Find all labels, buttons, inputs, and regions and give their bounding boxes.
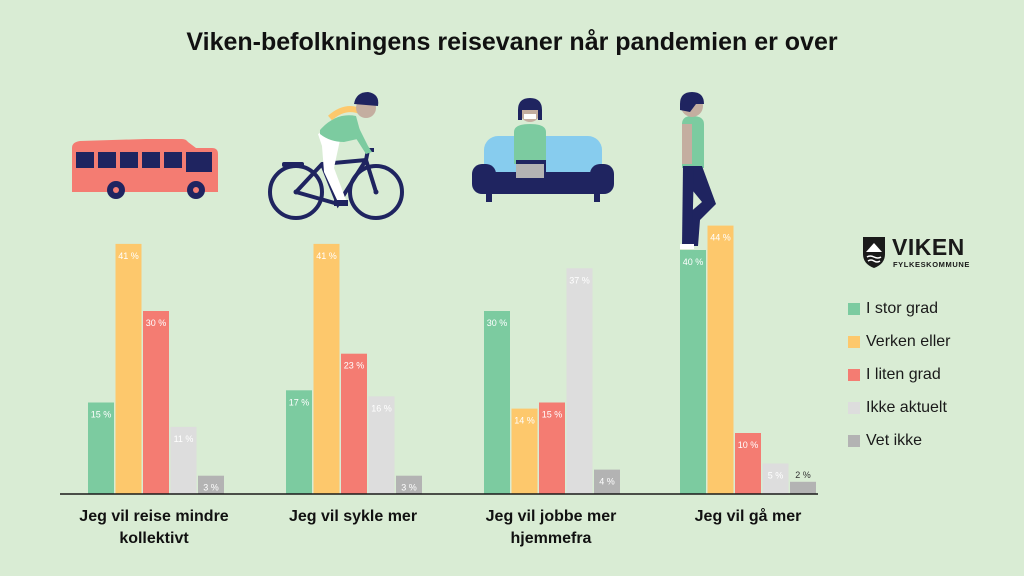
legend-item: Verken eller xyxy=(848,325,951,358)
walking-person-icon xyxy=(680,92,716,249)
legend-item: I stor grad xyxy=(848,292,951,325)
bar-1-3 xyxy=(143,311,169,494)
legend-swatch xyxy=(848,401,860,414)
bar-value-label: 2 % xyxy=(795,470,811,480)
bus-icon xyxy=(72,139,218,199)
bar-3-1 xyxy=(484,311,510,494)
legend-swatch xyxy=(848,302,860,315)
bar-1-4 xyxy=(170,426,197,494)
bar-value-label: 17 % xyxy=(289,397,310,407)
person-on-sofa-icon xyxy=(472,98,614,202)
legend-item: Ikke aktuelt xyxy=(848,391,951,424)
bar-value-label: 41 % xyxy=(118,251,139,261)
bar-3-5 xyxy=(594,469,620,494)
bar-value-label: 3 % xyxy=(203,483,219,493)
bar-3-2 xyxy=(511,408,538,494)
bar-2-2 xyxy=(313,243,340,494)
category-label: Jeg vil sykle mer xyxy=(288,508,418,525)
chart-title: Viken-befolkningens reisevaner når pande… xyxy=(186,28,838,56)
bar-value-label: 15 % xyxy=(542,410,563,420)
bar-value-label: 11 % xyxy=(174,434,194,444)
bar-4-4 xyxy=(762,463,789,494)
category-label: Jeg vil gå mer xyxy=(694,508,802,525)
bar-4-3 xyxy=(735,433,761,494)
bar-value-label: 15 % xyxy=(91,410,112,420)
bars-group: 15 % 41 % 30 % 11 % 3 % 17 % 41 % 23 % 16 % 3 % 30… xyxy=(88,225,816,494)
bar-value-label: 14 % xyxy=(514,416,535,426)
bar-value-label: 23 % xyxy=(344,361,365,371)
bar-value-label: 5 % xyxy=(768,471,784,481)
bar-value-label: 10 % xyxy=(738,440,759,450)
bar-2-4 xyxy=(368,396,395,494)
category-label: Jeg vil jobbe mer hjemmefra xyxy=(485,508,617,547)
bar-4-1 xyxy=(680,250,706,494)
bar-value-label: 40 % xyxy=(683,257,704,267)
bar-value-label: 44 % xyxy=(710,233,731,243)
bar-1-2 xyxy=(115,243,142,494)
legend-item: I liten grad xyxy=(848,358,951,391)
category-label: Jeg vil reise mindre kollektivt xyxy=(79,508,229,547)
legend-swatch xyxy=(848,368,860,381)
logo-subtitle: FYLKESKOMMUNE xyxy=(893,260,970,269)
legend-label: Ikke aktuelt xyxy=(866,398,947,416)
bar-2-1 xyxy=(286,390,312,494)
bar-4-5 xyxy=(790,481,816,494)
bar-3-4 xyxy=(566,268,593,494)
bar-value-label: 37 % xyxy=(569,275,590,285)
bar-value-label: 41 % xyxy=(316,251,337,261)
bar-value-label: 30 % xyxy=(487,318,508,328)
bar-1-1 xyxy=(88,402,114,494)
viken-logo: VIKEN FYLKESKOMMUNE xyxy=(862,234,992,272)
bar-3-3 xyxy=(539,402,565,494)
bar-value-label: 30 % xyxy=(146,318,167,328)
bar-1-5 xyxy=(198,475,224,494)
bar-2-3 xyxy=(341,353,367,494)
logo-brand: VIKEN xyxy=(892,234,965,260)
bar-value-label: 4 % xyxy=(599,477,615,487)
legend-label: Vet ikke xyxy=(866,431,923,449)
legend-item: Vet ikke xyxy=(848,424,951,457)
bar-value-label: 16 % xyxy=(371,403,392,413)
viken-shield-icon xyxy=(863,237,885,268)
legend-swatch xyxy=(848,335,860,348)
bar-4-2 xyxy=(707,225,734,494)
bar-2-5 xyxy=(396,475,422,494)
legend: I stor grad Verken eller I liten grad Ikke … xyxy=(848,292,951,457)
legend-label: Verken eller xyxy=(866,332,951,350)
cyclist-icon xyxy=(268,92,404,220)
bar-value-label: 3 % xyxy=(401,483,417,493)
legend-label: I liten grad xyxy=(866,365,941,383)
legend-label: I stor grad xyxy=(866,299,939,317)
legend-swatch xyxy=(848,434,860,447)
